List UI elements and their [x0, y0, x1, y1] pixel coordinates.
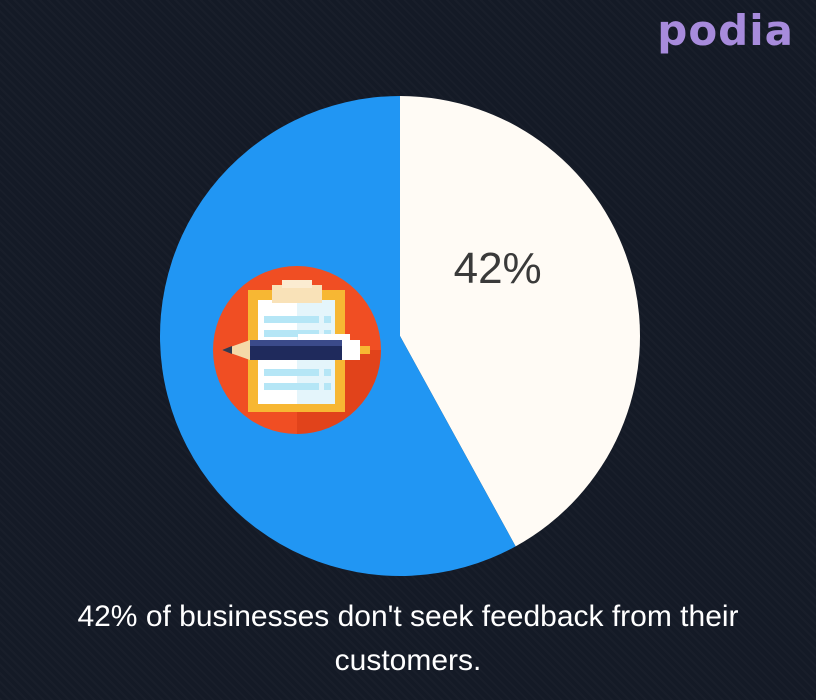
pie-slice-42 [400, 96, 641, 547]
clipboard-with-pen-icon [213, 266, 381, 434]
pie-chart: 42% [160, 96, 641, 576]
slice-label-42-percent: 42% [454, 244, 542, 293]
chart-caption: 42% of businesses don't seek feedback fr… [77, 600, 739, 677]
podia-logo: podia [657, 6, 794, 55]
